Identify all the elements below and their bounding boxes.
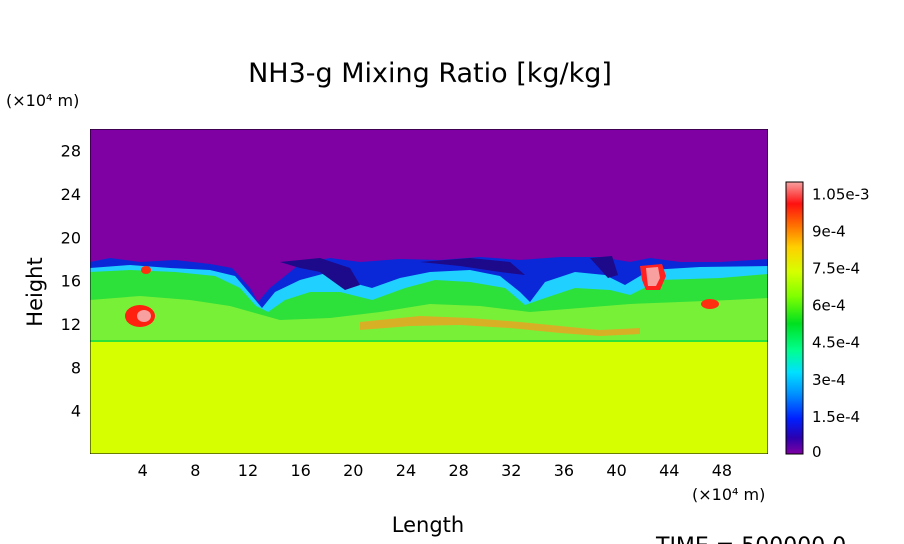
y-tick-label: 16 <box>61 272 81 291</box>
y-unit-label: (×10⁴ m) <box>6 91 79 110</box>
x-tick-label: 48 <box>712 461 732 480</box>
colorbar-tick-label: 0 <box>812 443 822 461</box>
x-tick-label: 36 <box>554 461 574 480</box>
colorbar-tick-label: 9e-4 <box>812 222 846 240</box>
plot-area <box>90 129 768 454</box>
x-tick-label: 40 <box>606 461 626 480</box>
hotspot-left-core <box>137 310 151 322</box>
colorbar-ticks: 0 1.5e-4 3e-4 4.5e-4 6e-4 7.5e-4 9e-4 1.05e-3 <box>812 185 870 461</box>
x-unit-label: (×10⁴ m) <box>692 485 765 504</box>
colorbar-tick-label: 1.5e-4 <box>812 408 860 426</box>
x-tick-label: 8 <box>190 461 200 480</box>
x-tick-label: 20 <box>343 461 363 480</box>
y-tick-label: 24 <box>61 185 81 204</box>
y-axis-label: Height <box>23 257 47 326</box>
upper-darkblue-streaks <box>280 256 618 290</box>
colorbar-tick-label: 4.5e-4 <box>812 334 860 352</box>
x-tick-label: 32 <box>501 461 521 480</box>
colorbar <box>785 181 804 455</box>
x-tick-label: 16 <box>290 461 310 480</box>
y-tick-label: 28 <box>61 142 81 161</box>
cloud-base-orange <box>360 316 640 336</box>
y-axis-ticks: 4 8 12 16 20 24 28 <box>61 142 81 421</box>
colorbar-tick-label: 1.05e-3 <box>812 185 870 203</box>
x-axis-label: Length <box>392 513 464 537</box>
y-tick-label: 8 <box>71 358 81 377</box>
y-tick-label: 12 <box>61 315 81 334</box>
hotspot-small <box>141 266 151 274</box>
hotspot-far-right <box>701 299 719 309</box>
x-tick-label: 28 <box>448 461 468 480</box>
colorbar-tick-label: 7.5e-4 <box>812 260 860 278</box>
chart-title: NH3-g Mixing Ratio [kg/kg] <box>248 58 612 89</box>
y-tick-label: 20 <box>61 228 81 247</box>
x-tick-label: 12 <box>238 461 258 480</box>
hotspot-right-core <box>646 267 660 286</box>
x-tick-label: 4 <box>138 461 148 480</box>
colorbar-tick-label: 6e-4 <box>812 297 846 315</box>
x-axis-ticks: 4 8 12 16 20 24 28 32 36 40 44 48 <box>138 461 733 480</box>
x-tick-label: 24 <box>396 461 416 480</box>
field-lower <box>90 330 768 454</box>
colorbar-tick-label: 3e-4 <box>812 371 846 389</box>
x-tick-label: 44 <box>659 461 679 480</box>
y-tick-label: 4 <box>71 402 81 421</box>
time-label: TIME = 500000.0 <box>655 534 846 544</box>
